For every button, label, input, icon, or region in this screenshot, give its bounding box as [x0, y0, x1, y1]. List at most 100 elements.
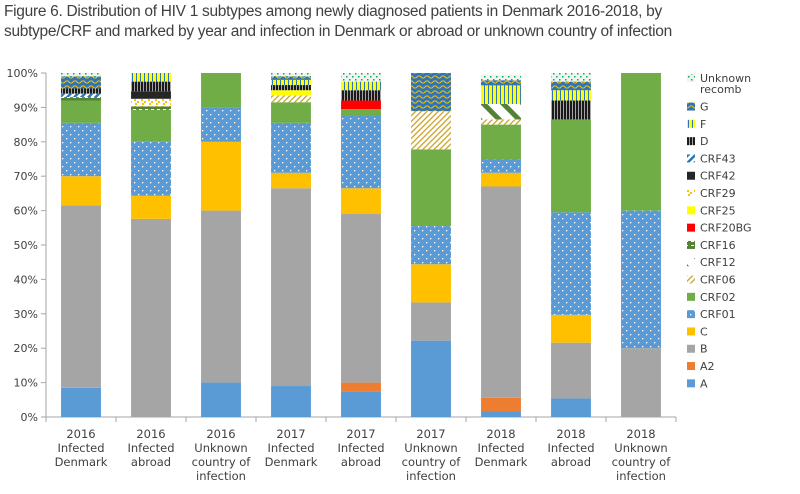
bar-segment-c	[481, 172, 521, 187]
bar-segment-crf02	[481, 124, 521, 159]
legend-item: CRF43	[687, 152, 736, 165]
legend-label: CRF20BG	[700, 222, 752, 235]
legend-item: C	[687, 325, 708, 338]
legend-item: B	[687, 343, 708, 356]
bar-stack	[271, 73, 311, 417]
x-category-label: country of	[612, 455, 672, 469]
bar-segment-c	[411, 264, 451, 303]
bar-segment-c	[551, 314, 591, 343]
bar-segment-f	[481, 85, 521, 104]
bar-segment-crf16	[61, 97, 101, 101]
legend-swatch	[687, 119, 695, 128]
y-tick-label: 0%	[21, 411, 38, 424]
bar-segment-d	[131, 81, 171, 92]
x-category-label: infection	[196, 469, 246, 483]
bar-segment-c	[61, 176, 101, 206]
bar-segment-a	[201, 382, 241, 417]
chart-title-line-2: subtype/CRF and marked by year and infec…	[4, 23, 672, 40]
legend-swatch	[687, 189, 695, 198]
x-category-label: infection	[616, 469, 666, 483]
x-category-label: country of	[402, 455, 462, 469]
x-category-label: 2016	[66, 427, 95, 441]
chart-title-line-1: Figure 6. Distribution of HIV 1 subtypes…	[4, 3, 662, 20]
legend-label: F	[700, 118, 706, 131]
bar-segment-a	[411, 340, 451, 417]
legend-label: CRF02	[700, 291, 736, 304]
bar-segment-crf25	[271, 90, 311, 96]
bar-segment-c	[271, 172, 311, 189]
legend-swatch	[687, 223, 695, 232]
bar-segment-d	[341, 90, 381, 101]
bar-segment-a2	[341, 382, 381, 392]
bar-segment-f	[551, 90, 591, 101]
legend-label: D	[700, 135, 708, 148]
x-category-label: Infected	[337, 441, 384, 455]
bar-segment-c	[131, 195, 171, 219]
legend-swatch	[687, 171, 695, 180]
bar-stack	[411, 73, 451, 417]
chart-title: Figure 6. Distribution of HIV 1 subtypes…	[4, 2, 800, 42]
bar-segment-b	[411, 302, 451, 341]
bar-segment-crf12	[481, 103, 521, 120]
y-tick-label: 90%	[14, 101, 38, 114]
x-category-label: country of	[192, 455, 252, 469]
legend-swatch	[687, 154, 695, 163]
legend-item: F	[687, 118, 706, 131]
bar-segment-unknown-recomb	[341, 73, 381, 82]
legend-label: recomb	[700, 83, 742, 96]
legend-item: CRF16	[687, 239, 736, 252]
bar-segment-a	[481, 411, 521, 417]
bar-segment-f	[341, 81, 381, 91]
bar-segment-crf02	[131, 109, 171, 142]
bar-segment-crf02	[61, 100, 101, 123]
x-category-label: 2018	[626, 427, 655, 441]
bar-segment-a	[341, 391, 381, 417]
legend-item: CRF25	[687, 204, 736, 217]
x-axis-labels: 2016InfectedDenmark2016Infectedabroad201…	[55, 427, 672, 483]
bar-segment-crf02	[271, 102, 311, 123]
legend-item: CRF12	[687, 256, 736, 269]
x-category-label: 2017	[276, 427, 305, 441]
x-category-label: 2017	[346, 427, 375, 441]
legend-swatch	[687, 327, 695, 336]
legend-swatch	[687, 362, 695, 371]
bar-segment-b	[341, 214, 381, 383]
bar-segment-g	[551, 81, 591, 91]
legend-label: CRF25	[700, 204, 736, 217]
legend-swatch	[687, 206, 695, 215]
legend-label: A	[700, 377, 708, 390]
bar-segment-d	[61, 88, 101, 94]
legend-label: G	[700, 101, 709, 114]
bar-stack	[341, 73, 381, 417]
legend-item: A2	[687, 360, 715, 373]
bar-stack	[201, 73, 241, 417]
legend-swatch	[687, 240, 695, 249]
legend-swatch	[687, 102, 695, 111]
bar-segment-b	[621, 348, 661, 417]
bar-stack	[131, 73, 171, 417]
bar-segment-b	[481, 186, 521, 398]
bar-segment-crf01	[271, 122, 311, 173]
x-category-label: Unknown	[614, 441, 667, 455]
x-category-label: abroad	[341, 455, 381, 469]
legend-swatch	[687, 258, 695, 267]
x-category-label: 2018	[486, 427, 515, 441]
legend-label: CRF43	[700, 152, 736, 165]
bar-segment-crf01	[411, 226, 451, 265]
y-tick-label: 40%	[14, 273, 38, 286]
bar-segment-unknown-recomb	[271, 73, 311, 77]
x-category-label: 2018	[556, 427, 585, 441]
x-category-label: Infected	[127, 441, 174, 455]
x-category-label: 2017	[416, 427, 445, 441]
bar-segment-crf02	[411, 149, 451, 227]
x-category-label: Denmark	[475, 455, 528, 469]
legend-item: CRF06	[687, 274, 736, 287]
bar-segment-b	[61, 205, 101, 388]
legend-label: A2	[700, 360, 715, 373]
legend-item: D	[687, 135, 708, 148]
y-tick-label: 30%	[14, 308, 38, 321]
bar-segment-crf01	[131, 141, 171, 196]
legend-item: G	[687, 101, 709, 114]
